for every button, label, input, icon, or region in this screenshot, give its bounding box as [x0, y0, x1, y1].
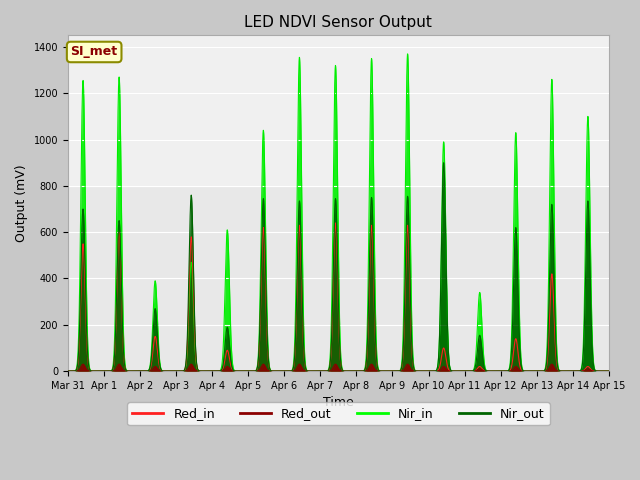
Bar: [68, 36, 609, 186]
Title: LED NDVI Sensor Output: LED NDVI Sensor Output: [244, 15, 432, 30]
X-axis label: Time: Time: [323, 396, 354, 409]
Legend: Red_in, Red_out, Nir_in, Nir_out: Red_in, Red_out, Nir_in, Nir_out: [127, 402, 550, 425]
Text: SI_met: SI_met: [70, 46, 118, 59]
Y-axis label: Output (mV): Output (mV): [15, 165, 28, 242]
